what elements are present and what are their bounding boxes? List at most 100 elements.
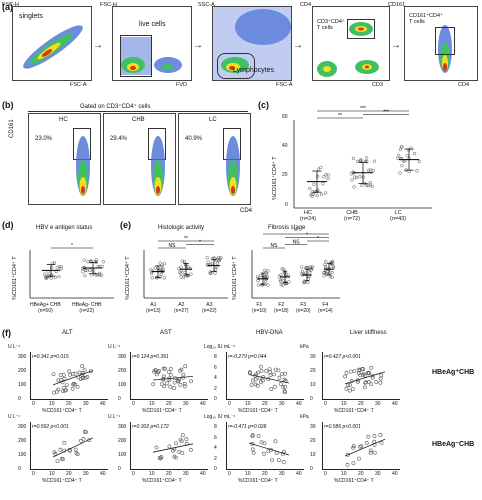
group-label: HC: [59, 117, 68, 123]
scatter-point: [58, 373, 63, 378]
chart-title: HBV e antigen status: [36, 225, 93, 231]
data-point: [396, 153, 401, 157]
data-point: [313, 190, 317, 194]
tick-label: 0: [214, 396, 217, 402]
unit-label: U L⁻¹: [108, 344, 121, 350]
chart-d-svg: *: [29, 243, 114, 299]
data-point: [181, 275, 186, 280]
data-point: [398, 171, 402, 175]
singlets-density: [23, 25, 83, 69]
column-title: ALT: [62, 330, 73, 336]
data-point: [179, 265, 183, 269]
data-point: [266, 283, 270, 287]
hc-density: [76, 136, 90, 196]
scatter-plot: [30, 352, 108, 400]
gate-label-live: live cells: [139, 21, 166, 28]
axis-label-x: %CD161⁺CD4⁺ T: [42, 478, 82, 484]
tick-label: 100: [118, 382, 127, 388]
data-point: [323, 264, 328, 269]
scatter-point: [283, 385, 288, 389]
panel-label-a: (a): [2, 2, 13, 12]
scatter-point: [169, 367, 173, 371]
data-point: [328, 275, 332, 279]
scatter-point: [351, 444, 356, 449]
tick-label: 40: [200, 401, 206, 407]
tick-label: 0: [214, 466, 217, 472]
column-title: HBV-DNA: [256, 330, 283, 336]
scatter-svg: [247, 364, 290, 395]
tick-label: 100: [18, 452, 27, 458]
scatter-point: [369, 382, 374, 386]
scatter-point: [367, 370, 371, 375]
scatter-point: [81, 375, 86, 380]
tick-label: 300: [18, 354, 27, 360]
scatter-point: [277, 458, 281, 463]
scatter-point: [180, 451, 185, 455]
data-point: [81, 270, 85, 274]
data-point: [322, 175, 326, 179]
scatter-point: [75, 385, 80, 389]
unit-label: U L⁻¹: [8, 414, 21, 420]
unit-label: kPa: [300, 344, 309, 350]
row-label: HBeAg⁻CHB: [432, 441, 475, 448]
gate-title: Gated on CD3⁺CD4⁺ cells: [80, 104, 151, 110]
scatter-svg: [248, 433, 290, 464]
axis-label-x: %CD161⁺CD4⁺ T: [142, 408, 182, 414]
unit-label: kPa: [300, 414, 309, 420]
scatter-point: [281, 460, 286, 464]
data-point: [282, 270, 287, 274]
data-point: [256, 283, 261, 287]
scatter-point: [379, 373, 384, 378]
tick-label: 20: [310, 438, 316, 444]
scatter-point: [281, 385, 286, 389]
lymphocytes-density: [213, 7, 291, 80]
group-label: LC: [209, 117, 217, 123]
scatter-point: [351, 461, 356, 466]
tick-label: 10: [341, 471, 347, 477]
scatter-point: [369, 365, 374, 370]
tick-label: 10: [49, 401, 55, 407]
data-point: [308, 270, 312, 275]
tick-label: 20: [358, 471, 364, 477]
data-point: [328, 271, 332, 275]
data-point: [265, 274, 269, 278]
scatter-svg: [343, 365, 386, 393]
scatter-point: [347, 388, 352, 393]
percent-label: 23.0%: [35, 136, 53, 142]
tick-label: 30: [310, 424, 316, 430]
category-label: HBeAg- CHB (n=22): [72, 302, 102, 314]
axis-label-y: FSC-H: [2, 2, 19, 8]
data-point: [364, 156, 369, 160]
scatter-point: [64, 383, 69, 387]
axis-label-x: %CD161⁺CD4⁺ T: [238, 408, 278, 414]
significance-label: *: [317, 236, 319, 242]
cd161cd4-density: [438, 25, 452, 73]
scatter-point: [259, 380, 263, 385]
scatter-point: [181, 372, 186, 377]
data-point: [353, 175, 357, 179]
data-point: [205, 256, 209, 260]
data-point: [205, 262, 210, 267]
data-point: [282, 267, 286, 271]
data-point: [215, 261, 220, 265]
data-point: [368, 168, 373, 172]
scatter-point: [255, 384, 260, 388]
tick-label: 40: [100, 471, 106, 477]
scatter-point: [259, 364, 263, 369]
data-point: [415, 169, 419, 173]
category-label: CHB (n=72): [344, 210, 361, 222]
data-point: [315, 193, 319, 198]
scatter-point: [79, 438, 83, 443]
tick-label: 20: [282, 172, 288, 178]
scatter-point: [267, 367, 272, 372]
tick-label: 0: [228, 401, 231, 407]
data-point: [311, 192, 315, 196]
scatter-point: [344, 386, 349, 391]
data-point: [93, 260, 97, 264]
data-point: [52, 261, 57, 265]
axis-label-x: %CD161⁺CD4⁺ T: [334, 478, 374, 484]
data-point: [189, 272, 193, 276]
tick-label: 100: [18, 382, 27, 388]
scatter-point: [153, 368, 158, 373]
axis-label-x: %CD161⁺CD4⁺ T: [42, 408, 82, 414]
